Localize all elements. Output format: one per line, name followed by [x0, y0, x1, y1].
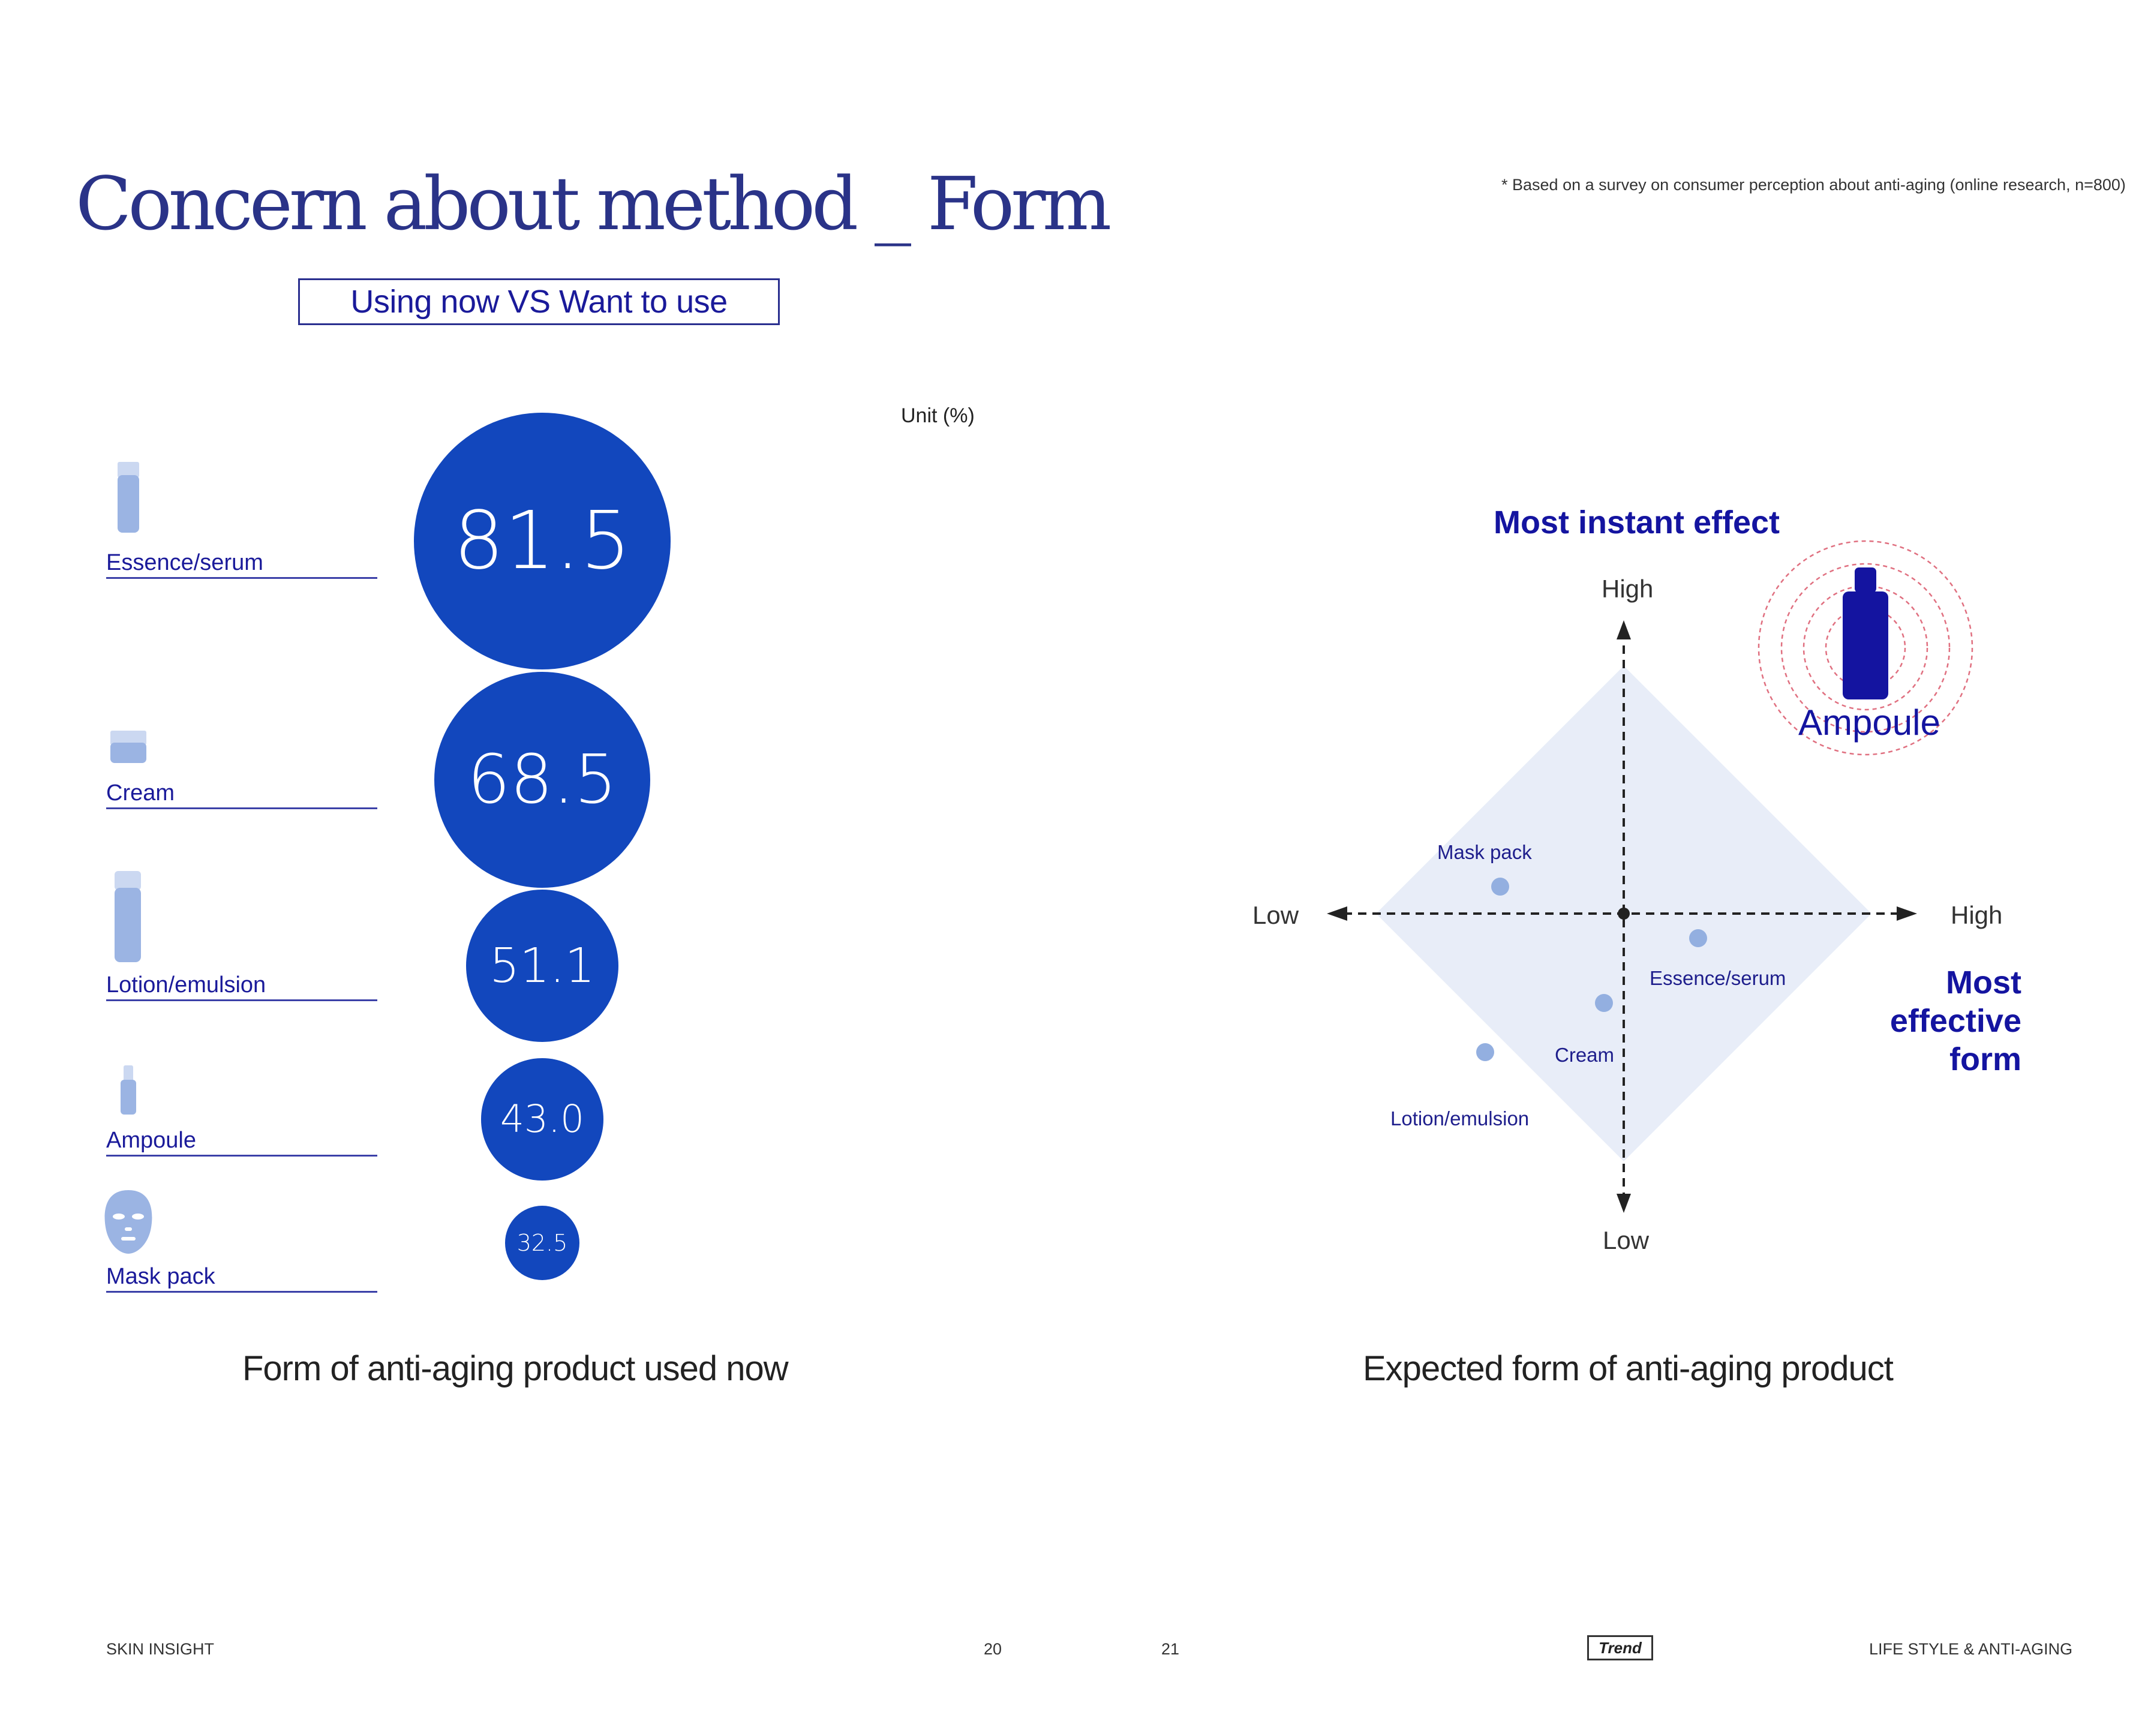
category-row-mask-pack: Mask pack [106, 1254, 377, 1293]
cream-jar-icon [110, 731, 146, 763]
page-title: Concern about method _ Form [76, 161, 1111, 247]
serum-bottle-icon [118, 462, 139, 533]
category-row-essence: Essence/serum [106, 540, 377, 579]
survey-note: * Based on a survey on consumer percepti… [1501, 176, 2126, 194]
category-label: Mask pack [106, 1264, 215, 1289]
value-bubble-cream: 68.5 [434, 672, 650, 888]
footer-publication: SKIN INSIGHT [106, 1640, 215, 1658]
footer-section-title: LIFE STYLE & ANTI-AGING [1869, 1640, 2073, 1658]
y-axis-title: Most instant effect [1494, 504, 1780, 540]
section-badge: Trend [1587, 1635, 1653, 1660]
y-axis-low: Low [1603, 1226, 1650, 1254]
bubble-value-label: 51.1 [489, 938, 595, 993]
ampoule-icon [121, 1065, 136, 1115]
page-number-right: 21 [1161, 1640, 1180, 1658]
bubble-value-label: 43.0 [500, 1097, 585, 1142]
x-axis-high: High [1951, 901, 2003, 929]
bubble-value-label: 68.5 [467, 740, 617, 819]
category-row-cream: Cream [106, 770, 377, 809]
map-point-essence [1689, 929, 1707, 948]
x-axis-low: Low [1252, 901, 1299, 929]
category-row-ampoule: Ampoule [106, 1118, 377, 1157]
y-axis-high: High [1602, 575, 1654, 603]
value-bubble-mask-pack: 32.5 [505, 1206, 579, 1280]
map-point-lotion [1476, 1043, 1494, 1062]
map-point-cream [1594, 993, 1613, 1012]
category-label: Cream [106, 780, 175, 806]
face-mask-icon [104, 1190, 152, 1254]
unit-label: Unit (%) [901, 404, 975, 427]
category-row-lotion: Lotion/emulsion [106, 962, 377, 1001]
ampoule-highlight-label: Ampoule [1798, 702, 1940, 743]
y-axis-arrow-up [1617, 620, 1631, 639]
x-axis-title: Most effective form [1889, 965, 2021, 1077]
map-diamond [1376, 666, 1871, 1161]
category-label: Essence/serum [106, 550, 263, 575]
bubble-value-label: 81.5 [453, 495, 632, 587]
left-chart-caption: Form of anti-aging product used now [242, 1349, 789, 1388]
axis-origin [1618, 908, 1630, 920]
map-point-mask-pack [1491, 877, 1509, 896]
value-bubble-ampoule: 43.0 [481, 1058, 603, 1181]
category-label: Lotion/emulsion [106, 972, 266, 998]
bubble-value-label: 32.5 [516, 1229, 568, 1256]
value-bubble-lotion: 51.1 [465, 889, 619, 1043]
map-label-mask-pack: Mask pack [1437, 841, 1532, 863]
section-badge-label: Trend [1599, 1638, 1642, 1657]
subtitle-text: Using now VS Want to use [350, 284, 728, 320]
subtitle-box: Using now VS Want to use [298, 278, 780, 325]
y-axis-arrow-down [1617, 1194, 1631, 1213]
right-chart-caption: Expected form of anti-aging product [1363, 1349, 1894, 1388]
map-label-essence: Essence/serum [1650, 967, 1786, 989]
x-axis-arrow-right [1897, 906, 1917, 921]
lotion-bottle-icon [115, 871, 141, 962]
x-axis-arrow-left [1327, 906, 1347, 921]
map-label-lotion: Lotion/emulsion [1390, 1107, 1530, 1130]
ampoule-highlight-icon [1843, 567, 1888, 699]
value-bubble-essence: 81.5 [414, 413, 671, 669]
map-label-cream: Cream [1555, 1044, 1615, 1066]
category-label: Ampoule [106, 1128, 196, 1153]
page-number-left: 20 [984, 1640, 1002, 1658]
